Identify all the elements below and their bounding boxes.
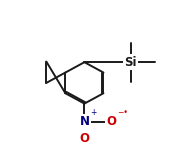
Text: +: + [90,108,96,117]
Text: O: O [107,115,116,128]
Text: O: O [79,132,89,145]
Text: −•: −• [117,108,128,117]
Text: Si: Si [124,56,137,69]
Text: N: N [79,115,89,128]
